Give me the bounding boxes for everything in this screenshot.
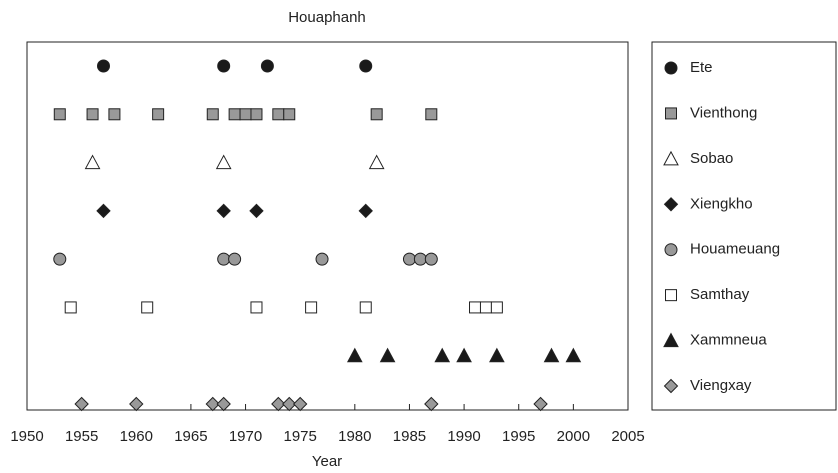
data-point <box>129 396 144 412</box>
data-point <box>425 108 438 121</box>
x-tick-label: 1955 <box>65 428 98 445</box>
data-point <box>402 252 416 266</box>
data-point <box>250 108 263 121</box>
data-point <box>239 108 252 121</box>
legend-label: Samthay <box>690 286 750 303</box>
data-point <box>141 301 154 314</box>
data-point <box>53 252 67 266</box>
data-point <box>215 154 232 170</box>
data-point <box>228 252 242 266</box>
data-point <box>370 108 383 121</box>
data-point <box>456 347 472 363</box>
data-point <box>96 203 111 219</box>
data-point <box>490 301 503 314</box>
legend-marker <box>663 150 679 166</box>
data-point <box>283 108 296 121</box>
legend-marker <box>665 107 677 120</box>
data-point <box>292 396 308 412</box>
x-tick-label: 2005 <box>611 428 644 445</box>
data-point <box>84 154 101 170</box>
data-point <box>217 252 231 266</box>
x-tick-label: 1970 <box>229 428 262 445</box>
data-point <box>216 396 231 412</box>
legend-label: Houameuang <box>690 241 780 258</box>
legend-label: Vienthong <box>690 104 757 121</box>
data-point <box>271 396 286 412</box>
x-tick-label: 1990 <box>447 428 480 445</box>
data-point <box>533 396 548 412</box>
data-point <box>368 154 385 170</box>
data-point <box>543 347 560 363</box>
x-tick-label: 1975 <box>283 428 316 445</box>
x-tick-label: 2000 <box>557 428 590 445</box>
data-point <box>424 252 438 266</box>
plot-frame <box>26 41 629 411</box>
data-point <box>489 347 505 363</box>
legend-frame <box>651 41 837 411</box>
data-point <box>305 301 318 314</box>
legend-marker <box>663 378 679 394</box>
data-point <box>108 108 121 121</box>
legend-label: Sobao <box>690 150 733 167</box>
data-point <box>86 108 99 121</box>
x-tick-label: 1960 <box>120 428 153 445</box>
data-point <box>469 301 482 314</box>
data-point <box>413 252 427 266</box>
legend-marker <box>664 243 678 257</box>
data-point <box>53 108 66 121</box>
data-point <box>359 301 372 314</box>
chart-title: Houaphanh <box>288 9 366 26</box>
data-point <box>479 301 492 314</box>
x-tick-label: 1950 <box>10 428 43 445</box>
legend-label: Xammneua <box>690 332 767 349</box>
legend-marker <box>664 61 678 75</box>
data-point <box>434 347 451 363</box>
x-tick-label: 1995 <box>502 428 535 445</box>
legend-marker <box>663 332 679 348</box>
legend-label: Xiengkho <box>690 195 753 212</box>
data-point <box>282 396 297 412</box>
data-point <box>217 59 231 73</box>
data-point <box>205 396 220 412</box>
x-tick-label: 1965 <box>174 428 207 445</box>
data-point <box>346 347 363 363</box>
data-point <box>206 108 219 121</box>
data-point <box>228 108 241 121</box>
data-point <box>152 108 165 121</box>
data-point <box>74 396 89 412</box>
data-point <box>249 203 264 219</box>
legend-label: Viengxay <box>690 377 752 394</box>
data-point <box>315 252 329 266</box>
data-point <box>216 203 231 219</box>
data-point <box>272 108 285 121</box>
data-point <box>64 301 77 314</box>
x-tick-label: 1985 <box>393 428 426 445</box>
data-point <box>379 347 396 363</box>
x-axis-label: Year <box>312 453 342 470</box>
data-point <box>358 203 373 219</box>
x-tick-label: 1980 <box>338 428 371 445</box>
legend-marker <box>663 197 679 212</box>
data-point <box>359 59 373 73</box>
data-point <box>250 301 263 314</box>
legend-label: Ete <box>690 59 713 76</box>
data-point <box>565 347 582 363</box>
data-point <box>424 396 439 412</box>
data-point <box>260 59 274 73</box>
data-point <box>96 59 110 73</box>
legend-marker <box>665 289 677 302</box>
